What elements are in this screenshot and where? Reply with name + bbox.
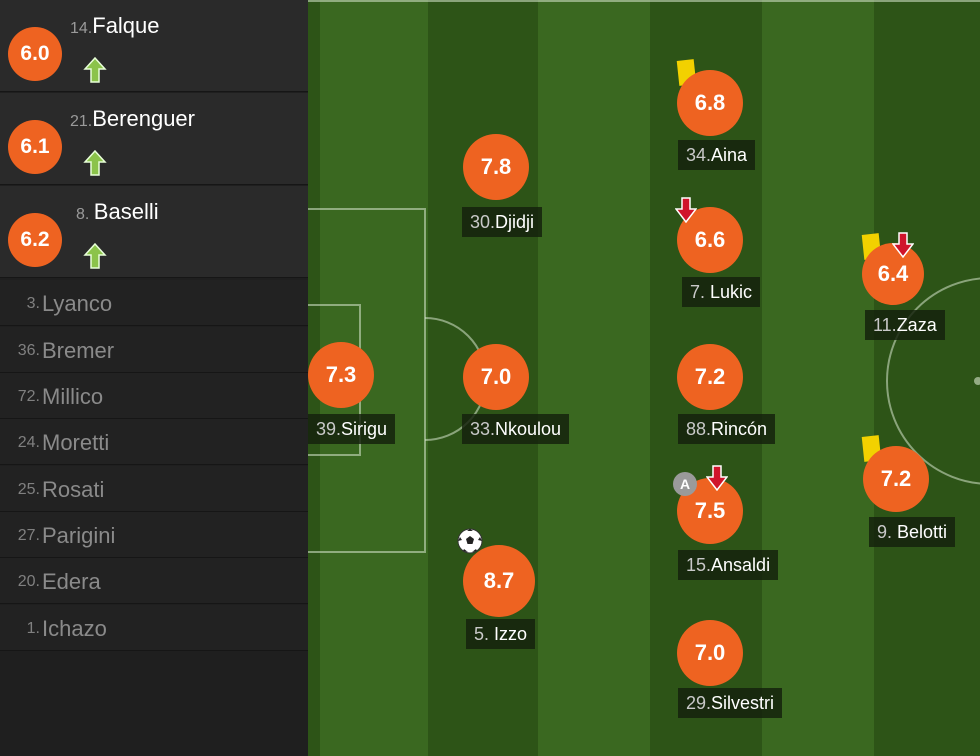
sub-in-arrow-icon — [83, 242, 107, 269]
player-name: 14.Falque — [70, 13, 160, 38]
bench-row-lyanco[interactable]: 3. Lyanco — [0, 280, 308, 326]
pitch-stripe — [874, 0, 980, 756]
player-name: Edera — [42, 569, 101, 594]
player-name-label: 11.Zaza — [865, 310, 945, 340]
bench-row-edera[interactable]: 20. Edera — [0, 558, 308, 604]
player-name: 21.Berenguer — [70, 106, 195, 131]
player-rating-badge: 6.4 — [862, 243, 924, 305]
player-name: 8. Baselli — [76, 199, 159, 224]
player-name: Moretti — [42, 430, 110, 455]
player-name-label: 15.Ansaldi — [678, 550, 779, 580]
player-name-label: 88.Rincón — [678, 414, 776, 444]
player-number: 27. — [17, 527, 40, 544]
player-name-label: 29.Silvestri — [678, 688, 783, 718]
player-name-label: 39.Sirigu — [308, 414, 396, 444]
player-rating-badge: 7.0 — [677, 620, 743, 686]
bench-row-moretti[interactable]: 24. Moretti — [0, 419, 308, 465]
player-name-label: 30.Djidji — [462, 207, 543, 237]
substitute-row-baselli[interactable]: 6.2 8. Baselli — [0, 186, 308, 278]
bench-row-rosati[interactable]: 25. Rosati — [0, 466, 308, 512]
player-number: 24. — [17, 434, 40, 451]
player-name: Ichazo — [42, 616, 107, 641]
bench-row-millico[interactable]: 72. Millico — [0, 373, 308, 419]
pitch-stripe — [538, 0, 650, 756]
lineup-sidebar: 6.0 14.Falque 6.1 21.Berenguer 6.2 8. Ba… — [0, 0, 308, 756]
player-name: Millico — [42, 384, 104, 409]
player-name: Parigini — [42, 523, 116, 548]
player-number: 3. — [26, 295, 40, 312]
player-rating-badge: 6.1 — [8, 120, 62, 174]
bench-row-bremer[interactable]: 36. Bremer — [0, 327, 308, 373]
player-number: 20. — [17, 573, 40, 590]
player-rating-badge: 6.0 — [8, 27, 62, 81]
player-rating-badge: 7.2 — [677, 344, 743, 410]
pitch-markings — [308, 0, 980, 553]
goal-ball-icon — [457, 528, 483, 554]
player-rating-badge: 7.0 — [463, 344, 529, 410]
player-number: 72. — [17, 388, 40, 405]
player-name-label: 5. Izzo — [466, 619, 536, 649]
player-name-label: 7. Lukic — [682, 277, 761, 307]
captain-badge-icon: A — [673, 472, 697, 496]
player-rating-badge: 7.8 — [463, 134, 529, 200]
pitch-stripe — [762, 0, 874, 756]
player-name-label: 9. Belotti — [869, 517, 956, 547]
sub-out-arrow-icon — [706, 465, 728, 491]
player-number: 25. — [17, 481, 40, 498]
player-name: Lyanco — [42, 291, 113, 316]
player-rating-badge: 7.3 — [308, 342, 374, 408]
player-name-label: 34.Aina — [678, 140, 756, 170]
player-rating-badge: 6.8 — [677, 70, 743, 136]
pitch: 7.3 39.Sirigu 7.8 30.Djidji 7.0 33.Nkoul… — [308, 0, 980, 756]
substitute-row-berenguer[interactable]: 6.1 21.Berenguer — [0, 93, 308, 185]
bench-row-parigini[interactable]: 27. Parigini — [0, 512, 308, 558]
player-rating-badge: 8.7 — [463, 545, 535, 617]
player-rating-badge: 6.2 — [8, 213, 62, 267]
substitute-row-falque[interactable]: 6.0 14.Falque — [0, 0, 308, 92]
sub-out-arrow-icon — [892, 232, 914, 258]
player-rating-badge: 7.2 — [863, 446, 929, 512]
sub-in-arrow-icon — [83, 56, 107, 83]
player-name: Rosati — [42, 477, 105, 502]
sub-out-arrow-icon — [675, 197, 697, 223]
player-number: 36. — [17, 342, 40, 359]
player-name-label: 33.Nkoulou — [462, 414, 570, 444]
bench-row-ichazo[interactable]: 1. Ichazo — [0, 605, 308, 651]
sub-in-arrow-icon — [83, 149, 107, 176]
player-name: Bremer — [42, 338, 115, 363]
player-number: 1. — [26, 620, 40, 637]
